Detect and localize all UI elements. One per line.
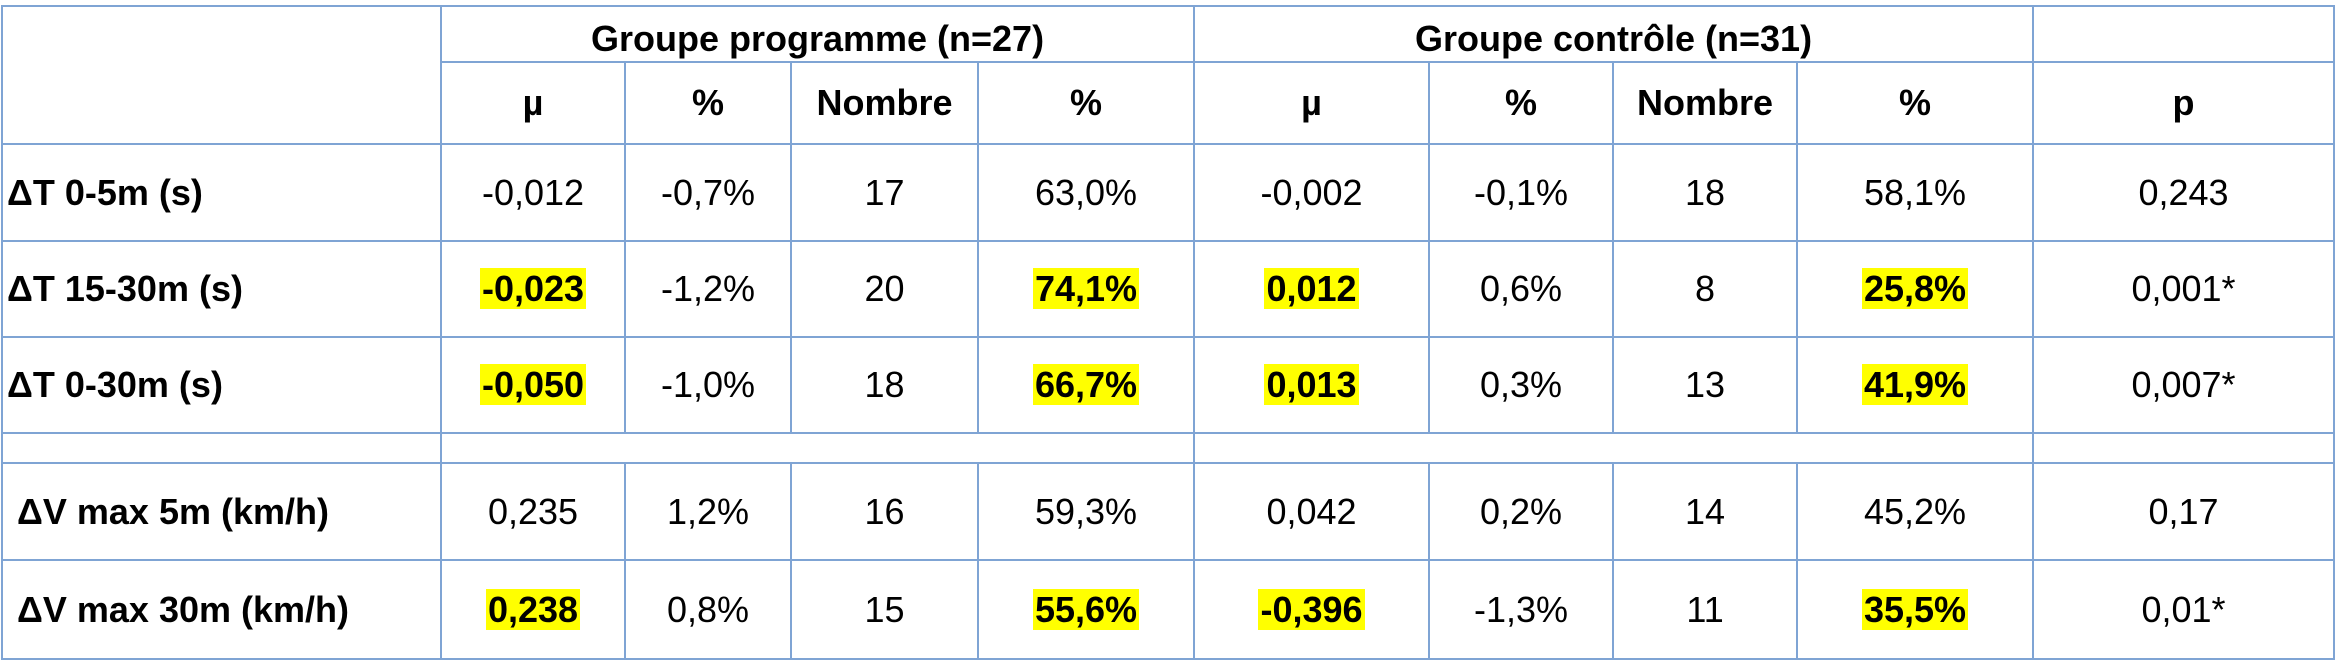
ctrl-pct-cell: 0,3%: [1428, 336, 1615, 434]
prog-pct-cell: 0,8%: [624, 559, 792, 660]
ctrl-mu-cell: -0,002: [1193, 143, 1431, 242]
prog-pct-cell: -0,7%: [624, 143, 792, 242]
highlighted-value: 0,012: [1264, 268, 1359, 309]
spacer-cell: [1, 432, 442, 464]
spacer-cell: [1193, 432, 2035, 464]
group-control-header: Groupe contrôle (n=31): [1193, 5, 2035, 63]
ctrl-mu-cell: 0,013: [1193, 336, 1431, 434]
prog-pct-cell: 1,2%: [624, 462, 792, 561]
spacer-cell: [2032, 432, 2336, 464]
highlighted-value: 25,8%: [1861, 268, 1969, 309]
row-label: ΔV max 5m (km/h): [1, 462, 442, 561]
group-header-row: Groupe programme (n=27) Groupe contrôle …: [1, 5, 2336, 145]
ctrl-n-cell: 8: [1612, 240, 1799, 338]
corner-cell: [1, 5, 442, 145]
results-table: Groupe programme (n=27) Groupe contrôle …: [1, 5, 2336, 660]
col-header-ctrl-npct: %: [1796, 61, 2035, 145]
col-header-ctrl-n: Nombre: [1612, 61, 1799, 145]
prog-npct-cell: 66,7%: [976, 336, 1196, 434]
prog-npct-cell: 55,6%: [976, 559, 1196, 660]
ctrl-pct-cell: -0,1%: [1428, 143, 1615, 242]
prog-mu-cell: 0,235: [440, 462, 626, 561]
ctrl-mu-cell: 0,042: [1193, 462, 1431, 561]
col-header-prog-npct: %: [976, 61, 1196, 145]
ctrl-npct-cell: 25,8%: [1796, 240, 2035, 338]
prog-pct-cell: -1,0%: [624, 336, 792, 434]
ctrl-n-cell: 11: [1612, 559, 1799, 660]
prog-mu-cell: 0,238: [440, 559, 626, 660]
p-value-cell: 0,01*: [2032, 559, 2336, 660]
ctrl-npct-cell: 41,9%: [1796, 336, 2035, 434]
highlighted-value: 0,013: [1264, 364, 1359, 405]
group-program-header: Groupe programme (n=27): [439, 5, 1196, 63]
prog-n-cell: 15: [790, 559, 979, 660]
table-row: ΔT 15-30m (s) -0,023 -1,2% 20 74,1% 0,01…: [1, 240, 2336, 338]
prog-n-cell: 17: [790, 143, 979, 242]
row-label: ΔT 0-5m (s): [1, 143, 442, 242]
spacer-cell: [439, 432, 1196, 464]
highlighted-value: -0,023: [479, 268, 587, 309]
ctrl-npct-cell: 45,2%: [1796, 462, 2035, 561]
ctrl-n-cell: 14: [1612, 462, 1799, 561]
ctrl-n-cell: 18: [1612, 143, 1799, 242]
row-label: ΔT 15-30m (s): [1, 240, 442, 338]
p-value-cell: 0,007*: [2032, 336, 2336, 434]
prog-npct-cell: 63,0%: [976, 143, 1196, 242]
table-row: ΔT 0-30m (s) -0,050 -1,0% 18 66,7% 0,013…: [1, 336, 2336, 434]
ctrl-mu-cell: -0,396: [1193, 559, 1431, 660]
ctrl-pct-cell: 0,6%: [1428, 240, 1615, 338]
highlighted-value: -0,396: [1258, 588, 1365, 630]
p-value-cell: 0,17: [2032, 462, 2336, 561]
prog-n-cell: 20: [790, 240, 979, 338]
prog-npct-cell: 74,1%: [976, 240, 1196, 338]
column-header-row: µ % Nombre % µ % Nombre % p: [2, 61, 2336, 145]
p-value-cell: 0,001*: [2032, 240, 2336, 338]
prog-pct-cell: -1,2%: [624, 240, 792, 338]
ctrl-npct-cell: 35,5%: [1796, 559, 2035, 660]
col-header-p: p: [2032, 61, 2336, 145]
prog-mu-cell: -0,012: [440, 143, 626, 242]
prog-mu-cell: -0,050: [440, 336, 626, 434]
row-label: ΔT 0-30m (s): [1, 336, 442, 434]
highlighted-value: 66,7%: [1032, 364, 1140, 405]
col-header-ctrl-pct: %: [1428, 61, 1615, 145]
row-label: ΔV max 30m (km/h): [1, 559, 442, 660]
ctrl-n-cell: 13: [1612, 336, 1799, 434]
highlighted-value: 74,1%: [1032, 268, 1140, 309]
p-value-cell: 0,243: [2032, 143, 2336, 242]
col-header-prog-n: Nombre: [790, 61, 979, 145]
table-row: ΔV max 30m (km/h) 0,238 0,8% 15 55,6% -0…: [1, 559, 2336, 660]
ctrl-pct-cell: -1,3%: [1428, 559, 1615, 660]
col-header-prog-pct: %: [624, 61, 792, 145]
table-row: ΔV max 5m (km/h) 0,235 1,2% 16 59,3% 0,0…: [1, 462, 2336, 561]
prog-npct-cell: 59,3%: [976, 462, 1196, 561]
highlighted-value: 35,5%: [1861, 588, 1969, 630]
prog-n-cell: 18: [790, 336, 979, 434]
ctrl-mu-cell: 0,012: [1193, 240, 1431, 338]
col-header-ctrl-mu: µ: [1193, 61, 1431, 145]
p-group-cell: [2032, 5, 2336, 63]
prog-n-cell: 16: [790, 462, 979, 561]
highlighted-value: -0,050: [479, 364, 587, 405]
highlighted-value: 55,6%: [1032, 588, 1140, 630]
table-row: ΔT 0-5m (s) -0,012 -0,7% 17 63,0% -0,002…: [1, 143, 2336, 242]
ctrl-pct-cell: 0,2%: [1428, 462, 1615, 561]
prog-mu-cell: -0,023: [440, 240, 626, 338]
col-header-prog-mu: µ: [440, 61, 626, 145]
spacer-row: [1, 432, 2336, 464]
highlighted-value: 0,238: [485, 588, 581, 630]
highlighted-value: 41,9%: [1861, 364, 1969, 405]
ctrl-npct-cell: 58,1%: [1796, 143, 2035, 242]
